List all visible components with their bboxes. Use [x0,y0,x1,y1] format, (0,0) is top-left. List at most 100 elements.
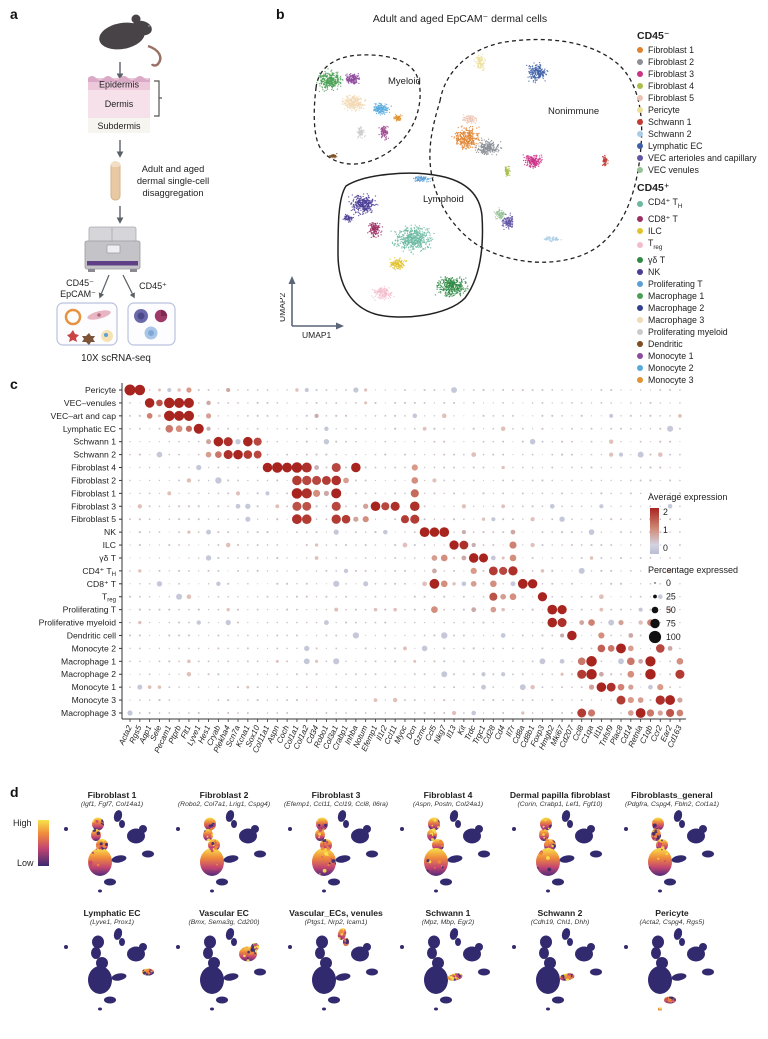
umap-blob-topStrip [113,928,125,946]
tube-icon [110,161,121,201]
feature-color-scale [38,820,49,866]
feature-umap [64,928,154,1011]
legend-swatch [637,201,643,208]
feature-plot-cell: Fibroblast 4 (Aspn, Postn, Col24a1) [392,790,504,900]
region-label: Nonimmune [548,106,599,117]
umap-blob-dotLeft [512,827,516,831]
legend-item: VEC venules [637,164,767,176]
feature-plot-cell: Dermal papilla fibroblast (Corin, Crabp1,… [504,790,616,900]
umap-blob-topStrip [561,928,573,946]
dotplot-row-label: Monocyte 2 [72,643,117,653]
feature-plot-genes: (Aspn, Postn, Col24a1) [412,801,484,808]
cluster-Macrophage 3 [341,94,367,113]
cluster-Monocyte 2 [373,102,392,116]
dotplot-row-label: Fibroblast 1 [71,488,116,498]
feature-plot-cell: Vascular_ECs, venules (Ptgs1, Nrp2, Icam1… [280,908,392,1018]
umap-blob-dotLeft [176,945,180,949]
umap-blob-main [648,817,672,876]
umap-plot: Myeloid Nonimmune Lymphoid UMAP2 UMAP1 [280,38,643,340]
feature-umap [624,810,714,893]
umap-blob-main [312,817,336,876]
dotplot-row-label: Treg [102,592,116,604]
panel-a-workflow-diagram: Epidermis Dermis Subdermis Adult and age… [56,14,209,364]
feature-plot-title: Fibroblasts_general [631,790,713,800]
arrow-sort-left [98,274,110,299]
umap-blob-rightSmall [254,968,266,976]
dotplot-row [129,656,684,667]
dotplot-row-label: Macrophage 2 [61,669,116,679]
umap-blob-bottomSmall [216,878,228,886]
feature-plot-genes: (Cdh19, Chl1, Dhh) [530,919,590,926]
legend-swatch [637,47,643,53]
umap-blob-rightSmall [590,968,602,976]
umap-blob-rightMid [239,825,259,844]
umap-blob-centerSmall [671,855,687,863]
umap-blob-dotBottom [98,889,102,893]
feature-plot-genes: (Bmx, Sema3g, Cd200) [188,919,260,926]
cluster-NK tail [342,213,355,223]
cluster-Monocyte 1 [345,72,361,85]
umap-blob-bottomSmall [664,878,676,886]
legend-swatch [637,143,643,149]
legend-swatch [637,107,643,113]
umap-blob-rightMid [463,943,483,962]
legend-label: Proliferating T [648,278,703,289]
legend-swatch [637,316,643,323]
feature-plot-title: Fibroblast 2 [199,790,249,800]
legend-label: Fibroblast 5 [648,93,694,103]
legend-item: Fibroblast 4 [637,80,767,92]
feature-plot-row-1: Fibroblast 1 (Igf1, Fgf7, Col14a1) Fibrobl… [56,790,728,900]
umap-blob-topStrip [449,928,461,946]
umap-blob-rightMid [351,825,371,844]
umap-blob-rightSmall [478,968,490,976]
cluster-CD8 T [367,221,384,239]
hot-speckles [559,972,575,982]
feature-plot-genes: (Pdgfra, Cspg4, Fbln2, Col1a1) [624,801,720,808]
legend-label: VEC venules [648,165,699,175]
expression-colorbar [650,508,659,554]
legend-swatch [637,340,643,347]
feature-plot-title: Schwann 2 [537,908,583,918]
cluster-Monocyte 3 [393,113,403,122]
cluster-Macrophage 1 [315,68,344,93]
cluster-Schwann 2 [543,235,562,243]
panel-a-label: a [10,6,18,22]
legend-swatch [637,304,643,311]
legend-item: Fibroblast 5 [637,92,767,104]
legend-swatch [637,352,643,359]
feature-plot-genes: (Mpz, Mbp, Egr2) [421,919,475,926]
umap-blob-bottomSmall [328,996,340,1004]
dotplot-row [129,643,681,654]
dotplot-row-label: Macrophage 1 [61,656,116,666]
umap-blob-rightSmall [702,968,714,976]
feature-plot-title: Dermal papilla fibroblast [509,790,611,800]
dotplot-row [129,682,681,692]
feature-plot-title: Fibroblast 1 [87,790,137,800]
legend-expression-title: Average expression [648,492,727,502]
umap-blob-dotBottom [210,1007,214,1011]
umap-blob-dotLeft [64,827,68,831]
feature-plot-genes: (Corin, Crabp1, Lef1, Fgf10) [517,801,603,808]
umap-blob-dotLeft [288,827,292,831]
cluster-Treg [371,286,395,301]
feature-plot-title: Lymphatic EC [83,908,141,918]
legend-label: Fibroblast 3 [648,69,694,79]
legend-item: ILC [637,225,767,237]
cluster-VEC arterioles and capillary [501,212,514,231]
legend-label: Schwann 1 [648,117,692,127]
legend-label: Fibroblast 1 [648,45,694,55]
dotplot-row-label: VEC–venules [64,398,116,408]
skin-diagram: Epidermis Dermis Subdermis [88,76,162,133]
cluster-Proliferating T [412,175,434,183]
dotplot-row [129,540,681,550]
legend-item: VEC arterioles and capillary [637,152,767,164]
sorted-cells-box-left [56,302,118,346]
legend-label: Monocyte 3 [648,374,694,385]
feature-plot-title: Vascular EC [199,908,249,918]
region-outline-lymphoid [337,172,484,318]
cluster-Schwann 1 [602,154,609,167]
dotplot-gene-label: Kit [456,723,468,736]
cluster-CD4 TH [390,224,435,255]
region-label: Lymphoid [423,194,464,205]
umap-blob-centerSmall [223,855,239,863]
